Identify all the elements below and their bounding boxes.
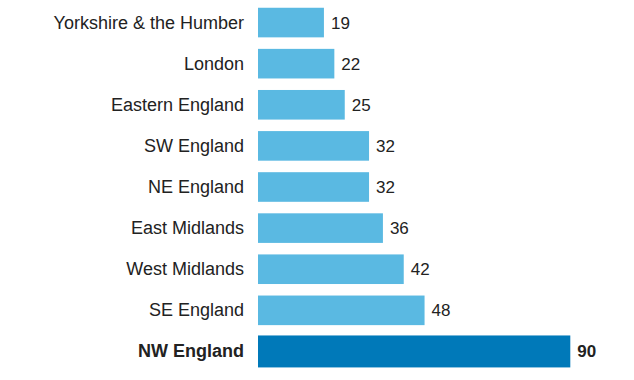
bar <box>258 335 570 367</box>
category-label: NE England <box>148 177 244 197</box>
bar <box>258 254 404 284</box>
category-label: West Midlands <box>126 259 244 279</box>
category-label: NW England <box>138 341 244 361</box>
category-label: Eastern England <box>111 95 244 115</box>
bar <box>258 296 425 326</box>
category-label: London <box>184 54 244 74</box>
bar <box>258 90 345 120</box>
category-label: SE England <box>149 300 244 320</box>
category-label: Yorkshire & the Humber <box>54 13 244 33</box>
data-label: 42 <box>411 260 430 279</box>
data-label: 25 <box>352 96 371 115</box>
data-label: 32 <box>376 178 395 197</box>
data-label: 19 <box>331 14 350 33</box>
bars <box>258 8 570 368</box>
category-label: East Midlands <box>131 218 244 238</box>
bar <box>258 172 369 202</box>
data-label: 22 <box>341 55 360 74</box>
data-label: 32 <box>376 137 395 156</box>
data-label: 36 <box>390 219 409 238</box>
bar <box>258 131 369 161</box>
chart: Yorkshire & the Humber 19 London 22 Eastern … <box>0 0 634 380</box>
bar <box>258 8 324 38</box>
bar <box>258 49 334 79</box>
data-label: 48 <box>432 301 451 320</box>
data-label: 90 <box>577 342 596 361</box>
bar <box>258 213 383 243</box>
category-label: SW England <box>144 136 244 156</box>
